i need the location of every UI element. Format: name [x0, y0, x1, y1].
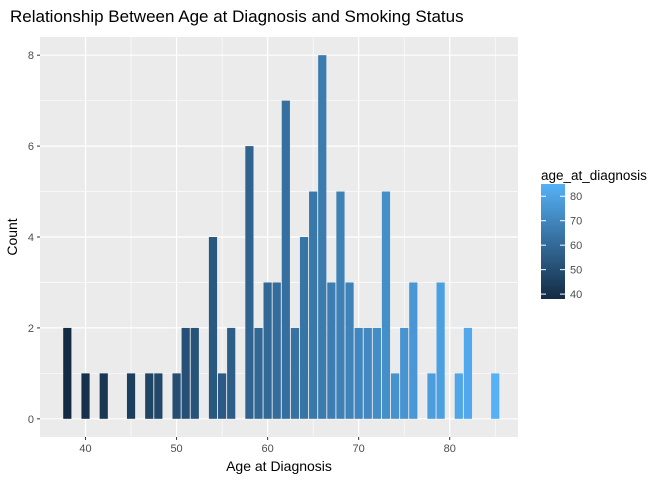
bar [336, 191, 345, 419]
bar [281, 100, 290, 419]
bar [436, 282, 445, 419]
y-tick-label: 8 [28, 50, 34, 62]
legend: age_at_diagnosis 40 50 60 70 80 [541, 168, 647, 301]
bar [400, 327, 409, 419]
x-tick-label: 50 [170, 443, 182, 455]
bar [154, 373, 163, 419]
legend-title: age_at_diagnosis [541, 168, 647, 183]
x-tick-label: 70 [353, 443, 365, 455]
bar [190, 327, 199, 419]
bar [309, 191, 318, 419]
bar [427, 373, 436, 419]
bar [245, 146, 254, 419]
bar [145, 373, 154, 419]
bar [172, 373, 181, 419]
bar [345, 282, 354, 419]
legend-colorbar [541, 184, 565, 299]
bar [208, 237, 218, 419]
y-axis-title: Count [4, 218, 20, 255]
bar [327, 282, 336, 419]
bar [217, 373, 227, 419]
bar [491, 373, 500, 419]
bar [99, 373, 108, 419]
bar [363, 327, 372, 419]
legend-tick-label: 50 [570, 265, 582, 277]
legend-tick-label: 40 [570, 289, 582, 301]
bar [254, 327, 263, 419]
bar [63, 327, 72, 419]
x-axis-title: Age at Diagnosis [226, 458, 332, 474]
legend-tick-label: 70 [570, 216, 582, 228]
legend-tick-label: 60 [570, 240, 582, 252]
y-axis: 0 2 4 6 8 [28, 50, 40, 426]
bar [81, 373, 90, 419]
legend-ticks: 40 50 60 70 80 [541, 191, 582, 301]
chart-title: Relationship Between Age at Diagnosis an… [10, 7, 464, 26]
bar [463, 327, 473, 419]
bars [63, 55, 500, 419]
bar [318, 55, 327, 419]
x-tick-label: 40 [79, 443, 91, 455]
bar [263, 282, 272, 419]
y-tick-label: 4 [28, 232, 34, 244]
bar [227, 327, 236, 419]
x-tick-label: 60 [261, 443, 273, 455]
y-tick-label: 6 [28, 141, 34, 153]
x-axis: 40 50 60 70 80 [79, 437, 456, 455]
y-tick-label: 0 [28, 414, 34, 426]
bar [390, 373, 400, 419]
bar [299, 237, 309, 419]
bar [126, 373, 136, 419]
bar [354, 327, 363, 419]
y-tick-label: 2 [28, 323, 34, 335]
bar [381, 191, 391, 419]
bar [272, 282, 281, 419]
x-tick-label: 80 [444, 443, 456, 455]
bar [409, 282, 418, 419]
bar [181, 327, 190, 419]
legend-tick-label: 80 [570, 191, 582, 203]
bar [454, 373, 463, 419]
bar [290, 327, 300, 419]
bar [372, 327, 381, 419]
